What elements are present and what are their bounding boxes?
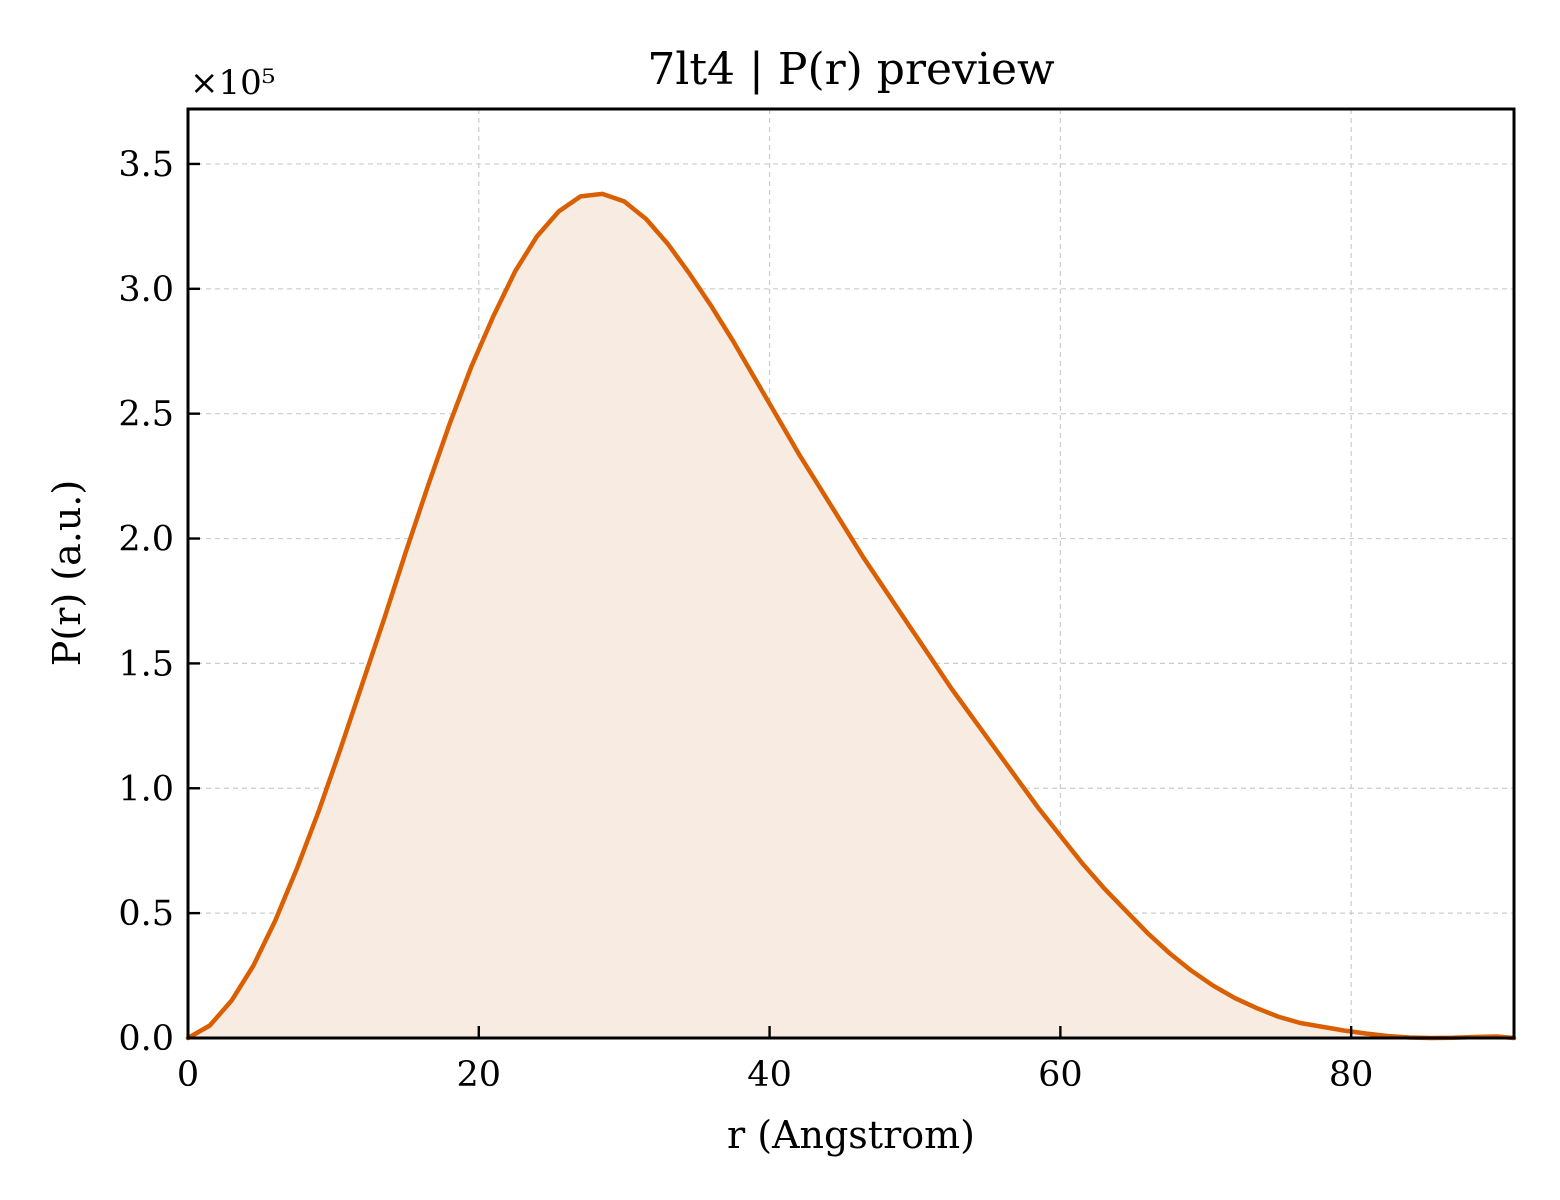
y-tick-label-4: 2.0	[118, 520, 174, 560]
y-tick-label-2: 1.0	[118, 769, 174, 809]
y-tick-label-6: 3.0	[118, 270, 174, 310]
y-axis-multiplier: ×10⁵	[190, 63, 275, 103]
chart-title: 7lt4 | P(r) preview	[647, 44, 1055, 95]
pr-curve-line	[185, 191, 1517, 1041]
y-axis-label: P(r) (a.u.)	[45, 480, 89, 666]
y-tick-label-1: 0.5	[118, 894, 174, 934]
y-tick-label-3: 1.5	[118, 644, 174, 684]
x-tick-label-2: 40	[747, 1055, 792, 1095]
x-tick-label-3: 60	[1038, 1055, 1083, 1095]
x-tick-label-1: 20	[457, 1055, 502, 1095]
axis-ticks	[186, 162, 1353, 1040]
y-tick-label-0: 0.0	[118, 1019, 174, 1059]
y-tick-label-7: 3.5	[118, 145, 174, 185]
x-axis-label: r (Angstrom)	[727, 1113, 975, 1157]
x-tick-label-0: 0	[177, 1055, 199, 1095]
y-tick-label-5: 2.5	[118, 395, 174, 435]
pr-area-fill	[188, 193, 1514, 1038]
plot-frame	[186, 107, 1516, 1040]
x-tick-label-4: 80	[1329, 1055, 1374, 1095]
